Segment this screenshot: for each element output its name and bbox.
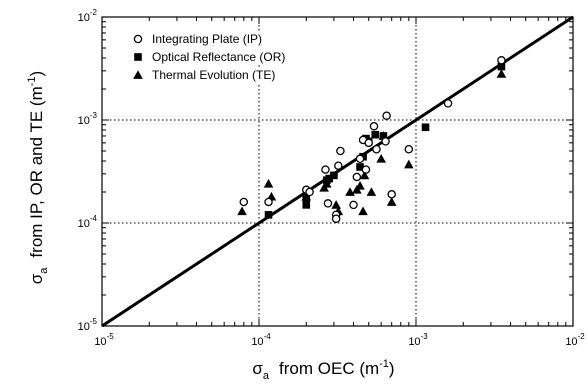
filled-triangle-point [345, 187, 355, 196]
x-tick-label: 10-2 [565, 332, 585, 348]
y-label-close: ) [27, 71, 46, 77]
open-circle-point [387, 190, 396, 199]
open-circle-point [372, 145, 381, 154]
y-axis-label: σa from IP, OR and TE (m-1) [26, 71, 50, 284]
filled-triangle-point [376, 154, 386, 163]
open-circle-point [443, 99, 453, 108]
filled-square-point [264, 211, 273, 219]
open-circle-point [355, 154, 365, 164]
filled-square-point [356, 163, 364, 171]
legend-label: Integrating Plate (IP) [152, 32, 262, 46]
grid-lines [102, 17, 573, 326]
legend: Integrating Plate (IP) Optical Reflectanc… [129, 31, 379, 83]
y-label-symbol: σ [27, 273, 46, 284]
filled-triangle-point [496, 69, 507, 78]
y-tick-label: 10-3 [78, 111, 98, 127]
legend-bg [129, 31, 379, 47]
filled-square-point [325, 174, 334, 183]
filled-triangle-point [331, 200, 341, 209]
filled-triangle-point [386, 197, 397, 206]
open-circle-point [321, 165, 330, 174]
filled-triangle-point [358, 206, 368, 216]
x-label-subscript: a [263, 370, 270, 382]
filled-triangle-point [359, 170, 370, 180]
filled-triangle-point [263, 179, 274, 188]
open-circle-point [497, 56, 506, 65]
open-circle-point [369, 121, 379, 131]
x-tick-label: 10-4 [251, 332, 271, 348]
x-tick-label: 10-5 [94, 332, 114, 348]
open-circle-point [404, 145, 414, 154]
legend-marker [133, 34, 143, 44]
filled-square-point [379, 132, 388, 140]
open-circle-point [381, 137, 390, 146]
open-circle-point [305, 187, 314, 197]
x-label-text: from OEC (m [279, 359, 379, 378]
y-tick-label: 10-5 [78, 317, 98, 333]
legend-marker [134, 53, 142, 61]
legend-bg [129, 49, 379, 65]
filled-square-point [421, 123, 430, 132]
x-tick-label: 10-3 [408, 332, 428, 348]
open-circle-point [382, 111, 391, 120]
data-points [237, 56, 507, 223]
x-label-close: ) [389, 359, 395, 378]
axis-ticks [101, 17, 573, 327]
legend-marker [133, 70, 143, 79]
filled-square-point [302, 195, 311, 204]
plot-frame [101, 16, 574, 327]
y-label-superscript: -1 [26, 76, 38, 86]
filled-square-point [302, 201, 311, 209]
legend-label: Thermal Evolution (TE) [152, 68, 275, 82]
filled-triangle-point [366, 187, 377, 196]
open-circle-point [239, 197, 249, 207]
open-circle-point [336, 146, 345, 156]
one-to-one-line [101, 15, 574, 328]
open-circle-point [352, 172, 362, 182]
x-label-superscript: -1 [379, 358, 389, 370]
filled-triangle-point [237, 206, 247, 216]
legend-label: Optical Reflectance (OR) [152, 50, 285, 64]
filled-square-point [497, 62, 506, 71]
x-label-symbol: σ [252, 359, 263, 378]
y-tick-label: 10-2 [78, 8, 98, 24]
legend-bg [129, 67, 379, 83]
open-circle-point [364, 138, 373, 148]
filled-square-point [330, 171, 338, 180]
open-circle-point [264, 197, 273, 207]
open-circle-point [323, 199, 333, 208]
filled-triangle-point [404, 159, 414, 169]
open-circle-point [331, 214, 341, 223]
open-circle-point [334, 161, 343, 170]
y-tick-label: 10-4 [78, 214, 98, 230]
x-axis-label: σa from OEC (m-1) [252, 358, 394, 382]
open-circle-point [349, 200, 358, 210]
open-circle-point [361, 165, 371, 174]
y-label-text: from IP, OR and TE (m [27, 86, 46, 257]
filled-square-point [371, 130, 380, 139]
tick-labels: 10-5 10-4 10-3 10-2 10-5 10-4 10-3 10-2 [78, 8, 586, 348]
filled-triangle-point [355, 180, 365, 190]
y-label-subscript: a [38, 267, 50, 274]
